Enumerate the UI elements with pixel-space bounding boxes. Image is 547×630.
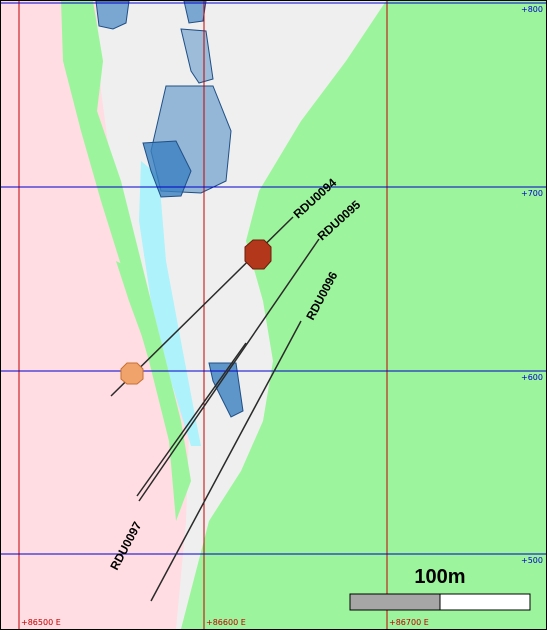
trace-rdu0097 [136,342,247,497]
workings-group [95,1,244,418]
elevation-label-600: +600 [521,373,543,382]
working-shape [142,140,192,198]
easting-label-86600: +86600 E [206,618,246,627]
trace-rdu0096 [150,320,302,602]
cyan-zone [139,161,201,446]
elevation-label-800: +800 [521,5,543,14]
green-band-left [61,1,191,521]
green-zone-top [416,1,546,161]
scale-bar-label: 100m [414,566,465,588]
scale-bar: 100m [349,566,531,611]
elevation-label-700: +700 [521,189,543,198]
easting-label-86500: +86500 E [21,618,61,627]
easting-gridlines [18,1,388,629]
working-shape [95,1,130,30]
green-lens [116,261,179,431]
working-shape [208,362,244,418]
easting-label-86700: +86700 E [389,618,429,627]
working-shape [180,28,214,84]
hexagon-marker-icon[interactable] [120,362,144,385]
working-shape [183,1,207,24]
hexagon-marker-icon[interactable] [244,239,272,270]
elevation-label-500: +500 [521,556,543,565]
scale-bar-light-segment [439,593,531,611]
trace-rdu0095 [138,238,320,502]
green-zone-right [181,1,546,629]
scale-bar-dark-segment [349,593,441,611]
